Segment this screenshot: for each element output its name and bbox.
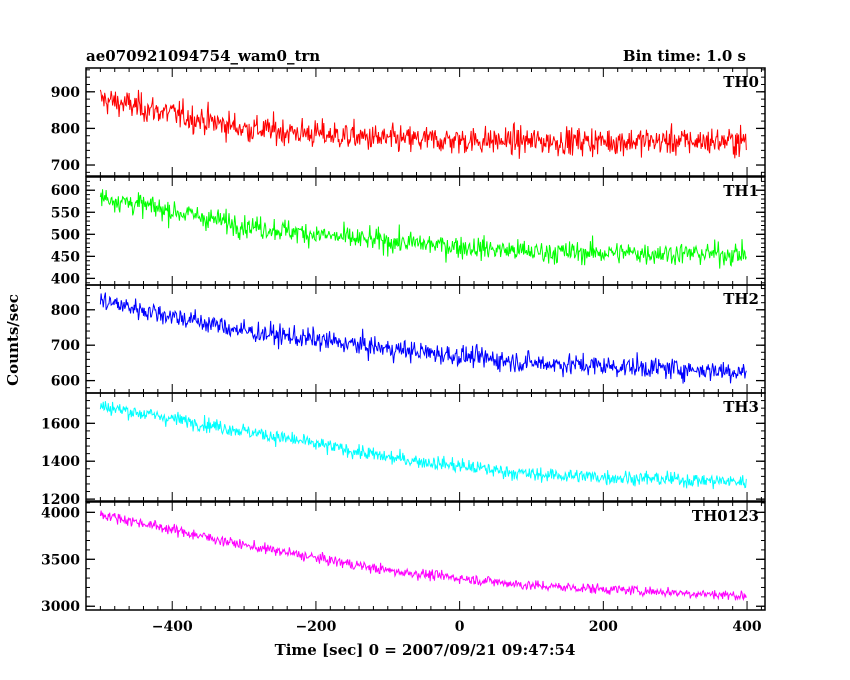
y-tick-label: 700 (51, 338, 80, 354)
y-tick-label: 800 (51, 121, 80, 137)
panel-th3: 1200 1400 1600 TH3 (41, 392, 766, 508)
y-tick-label: 1400 (41, 454, 80, 470)
y-tick-label: 900 (51, 85, 80, 101)
x-tick-label: 0 (455, 619, 465, 635)
x-tick-label: −200 (295, 619, 336, 635)
x-tick-label: 200 (589, 619, 618, 635)
panel-th0123: 3000 3500 4000 TH0123 (41, 501, 766, 615)
panel-frame (85, 501, 766, 611)
panel-label: TH0123 (692, 507, 759, 525)
x-tick-label: −400 (152, 619, 193, 635)
y-tick-label: 700 (51, 158, 80, 174)
y-tick-label: 600 (51, 183, 80, 199)
panels-group: 700 800 900 TH0 400 450 500 550 600 TH1 600 700 800 T… (41, 67, 766, 635)
series-line-th3 (99, 401, 747, 490)
chart-title: ae070921094754_wam0_trn (86, 47, 320, 65)
panel-frame (85, 176, 766, 286)
series-line-th0123 (99, 510, 747, 602)
y-tick-label: 450 (51, 249, 80, 265)
panel-label: TH3 (723, 398, 759, 416)
panel-frame (85, 67, 766, 177)
panel-frame (85, 284, 766, 394)
bin-time-label: Bin time: 1.0 s (623, 47, 746, 65)
y-tick-label: 1600 (41, 416, 80, 432)
y-tick-label: 3500 (41, 552, 80, 568)
panel-frame (85, 392, 766, 502)
x-tick-label: 400 (732, 619, 761, 635)
y-tick-label: 500 (51, 227, 80, 243)
panel-th2: 600 700 800 TH2 (51, 284, 766, 394)
y-tick-label: 4000 (41, 505, 80, 521)
y-tick-label: 800 (51, 303, 80, 319)
y-tick-label: 600 (51, 374, 80, 390)
series-line-th0 (99, 89, 747, 159)
y-tick-label: 3000 (41, 599, 80, 615)
panel-th1: 400 450 500 550 600 TH1 (51, 176, 766, 287)
series-line-th1 (99, 189, 747, 269)
panel-label: TH1 (723, 182, 759, 200)
y-tick-label: 1200 (41, 492, 80, 508)
panel-label: TH2 (723, 290, 759, 308)
panel-th0: 700 800 900 TH0 (51, 67, 766, 177)
series-line-th2 (99, 292, 747, 384)
y-tick-label: 400 (51, 271, 80, 287)
y-tick-label: 550 (51, 205, 80, 221)
x-axis-label: Time [sec] 0 = 2007/09/21 09:47:54 (275, 641, 576, 659)
y-axis-label: Counts/sec (4, 294, 22, 386)
panel-label: TH0 (723, 73, 759, 91)
